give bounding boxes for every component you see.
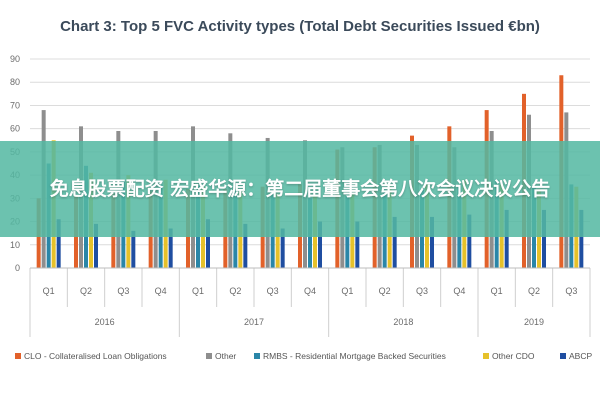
y-tick-label: 80 [10,77,20,87]
x-tick-label: Q3 [565,286,577,296]
x-tick-label: Q4 [453,286,465,296]
x-tick-label: Q1 [491,286,503,296]
bar [467,214,472,268]
x-axis: Q1 Q2 Q3 Q4 Q1 Q2 Q3 Q4 Q1 Q2 Q3 Q4 Q1 Q2 Q3 2016 2017 20… [29,267,591,337]
x-tick-label: Q2 [80,286,92,296]
x-tick-label: Q3 [117,286,129,296]
x-tick-label: Q2 [528,286,540,296]
bar [206,219,210,268]
bar [131,230,136,268]
x-tick-label: Q2 [379,286,391,296]
year-label: 2016 [95,317,115,327]
bar [542,209,546,268]
legend: CLO - Collateralised Loan Obligations Oth… [15,351,592,361]
bar [56,219,61,268]
x-tick-label: Q1 [192,286,204,296]
x-tick-label: Q2 [229,286,241,296]
bar [392,216,397,268]
legend-label: ABCP [569,351,592,361]
bar [504,209,509,268]
year-label: 2018 [393,317,413,327]
legend-label: Other [215,351,236,361]
x-tick-label: Q1 [43,286,55,296]
bar [318,221,322,268]
y-tick-label: 0 [15,263,20,273]
legend-swatch [15,353,21,359]
legend-swatch [206,353,212,359]
x-tick-label: Q3 [416,286,428,296]
bar [168,228,173,268]
y-tick-label: 10 [10,240,20,250]
x-tick-label: Q4 [304,286,316,296]
bar [94,223,98,268]
year-label: 2019 [524,317,544,327]
x-tick-label: Q1 [341,286,353,296]
bar [280,228,285,268]
bar [430,216,434,268]
y-tick-label: 60 [10,124,20,134]
legend-swatch [483,353,489,359]
overlay-banner-text: 免息股票配资 宏盛华源：第二届董事会第八次会议决议公告 [49,178,551,200]
y-tick-label: 70 [10,100,20,110]
bar [355,221,360,268]
legend-label: CLO - Collateralised Loan Obligations [24,351,167,361]
overlay-banner[interactable]: 免息股票配资 宏盛华源：第二届董事会第八次会议决议公告 [0,141,600,237]
bar [579,209,584,268]
y-tick-label: 90 [10,54,20,64]
x-tick-label: Q3 [267,286,279,296]
legend-swatch [560,353,566,359]
chart-title: Chart 3: Top 5 FVC Activity types (Total… [60,18,540,35]
bar [243,223,248,268]
legend-label: RMBS - Residential Mortgage Backed Secur… [263,351,446,361]
year-label: 2017 [244,317,264,327]
legend-label: Other CDO [492,351,535,361]
legend-swatch [254,353,260,359]
x-tick-label: Q4 [155,286,167,296]
